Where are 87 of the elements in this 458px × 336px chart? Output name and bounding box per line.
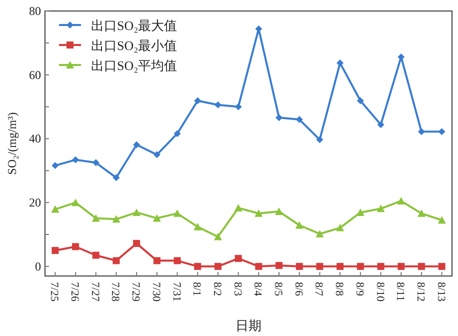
point	[417, 209, 426, 217]
legend-label: 出口SO₂最小值	[91, 38, 178, 53]
point	[316, 230, 324, 238]
point	[234, 204, 242, 212]
point	[438, 128, 446, 136]
point	[92, 214, 100, 222]
point	[418, 262, 425, 270]
y-tick-label: 20	[29, 196, 41, 210]
point	[276, 262, 283, 269]
point	[438, 262, 446, 270]
point	[133, 141, 140, 148]
point	[72, 198, 80, 206]
x-tick-label: 8/7	[312, 282, 325, 297]
x-tick-label: 8/2	[210, 282, 223, 296]
x-tick-label: 7/26	[68, 282, 81, 302]
point	[153, 151, 160, 158]
x-tick-label: 8/5	[272, 282, 284, 297]
point	[72, 243, 80, 250]
x-tick-label: 8/8	[333, 282, 346, 297]
point	[174, 130, 181, 138]
x-tick-label: 7/31	[170, 282, 182, 302]
point	[356, 262, 364, 270]
point	[173, 209, 182, 217]
point	[316, 262, 324, 270]
point	[52, 162, 59, 170]
x-tick-label: 8/13	[434, 282, 447, 302]
point	[377, 262, 384, 270]
point	[356, 97, 364, 104]
point	[214, 232, 222, 240]
point	[52, 246, 59, 254]
point	[296, 116, 303, 124]
point	[254, 209, 263, 217]
point	[398, 262, 405, 270]
point	[132, 208, 141, 216]
point	[376, 204, 385, 212]
x-tick-label: 7/27	[88, 282, 101, 302]
point	[336, 60, 344, 67]
point	[174, 257, 181, 264]
point	[276, 114, 283, 122]
x-tick-label: 8/3	[231, 282, 244, 297]
point	[153, 257, 160, 264]
point	[152, 214, 161, 222]
x-axis-title: 日期	[236, 318, 262, 333]
point	[234, 254, 242, 262]
point	[194, 97, 202, 104]
point	[397, 196, 406, 204]
point	[214, 101, 222, 108]
point	[255, 262, 262, 270]
legend-label: 出口SO₂最大值	[91, 18, 178, 33]
point	[112, 174, 120, 182]
point	[295, 221, 304, 229]
x-tick-label: 8/1	[190, 282, 203, 296]
point	[51, 205, 60, 213]
y-tick-label: 80	[29, 4, 41, 18]
x-tick-label: 7/28	[109, 282, 122, 302]
x-tick-label: 8/12	[414, 282, 426, 302]
legend-label: 出口SO₂平均值	[91, 58, 178, 73]
point	[214, 262, 222, 270]
x-tick-label: 8/4	[252, 282, 264, 297]
y-tick-label: 40	[29, 132, 41, 146]
point	[316, 136, 324, 144]
point	[92, 252, 100, 259]
point	[336, 224, 344, 232]
x-tick-label: 8/9	[353, 282, 366, 297]
point	[296, 262, 303, 270]
x-tick-label: 8/6	[292, 282, 304, 297]
y-axis-title: SO₂/(mg/m³)	[5, 112, 19, 175]
point	[336, 262, 344, 270]
point	[438, 216, 446, 224]
x-tick-label: 7/25	[48, 282, 60, 302]
point	[194, 262, 202, 270]
y-tick-label: 0	[35, 259, 41, 274]
point	[112, 215, 120, 223]
point	[377, 121, 384, 128]
y-tick-label: 60	[29, 68, 41, 82]
point	[92, 159, 100, 166]
point	[275, 208, 284, 216]
x-tick-label: 8/10	[374, 282, 386, 302]
x-tick-label: 7/29	[130, 282, 142, 302]
point	[234, 103, 242, 110]
point	[194, 222, 202, 230]
point	[72, 156, 80, 164]
x-tick-label: 7/30	[150, 282, 162, 302]
point	[418, 128, 425, 136]
point	[133, 240, 140, 247]
point	[112, 257, 120, 264]
x-tick-label: 8/11	[394, 282, 406, 302]
